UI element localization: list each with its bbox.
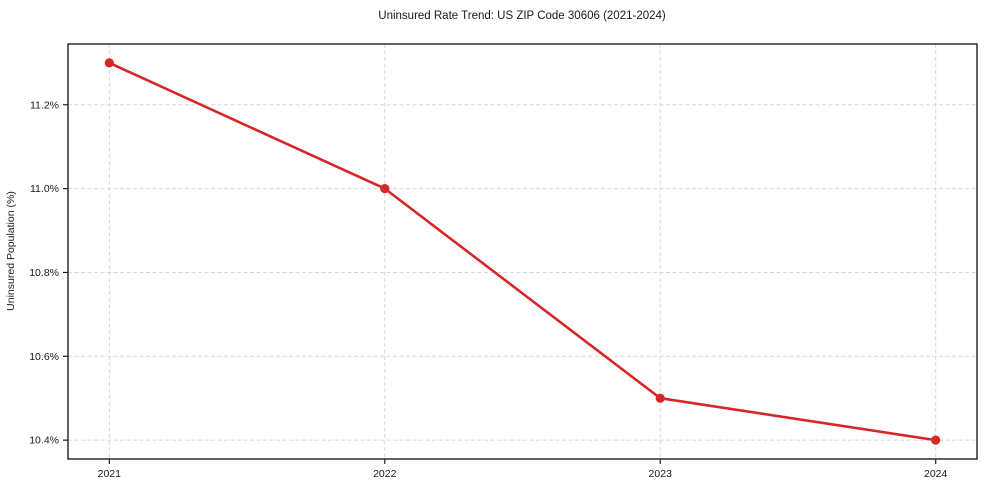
plot-area: 10.4% 10.6% 10.8% 11.0% 11.2% 2021 2022 2023 202… xyxy=(29,43,978,480)
data-point-2024 xyxy=(931,435,941,445)
y-tick-label: 11.0% xyxy=(30,183,59,195)
x-tick-label: 2023 xyxy=(649,468,673,480)
data-point-2023 xyxy=(655,393,665,403)
data-point-2022 xyxy=(380,184,390,194)
y-tick-label: 11.2% xyxy=(30,99,59,111)
x-tick-label: 2024 xyxy=(924,468,948,480)
trend-line xyxy=(108,61,937,442)
y-tick-label: 10.4% xyxy=(29,435,59,447)
y-tick-label: 10.8% xyxy=(29,267,59,279)
plot-border xyxy=(67,43,978,460)
data-point-2021 xyxy=(104,58,114,68)
x-tick-label: 2022 xyxy=(373,468,397,480)
y-axis-label: Uninsured Population (%) xyxy=(5,191,17,311)
chart-title: Uninsured Rate Trend: US ZIP Code 30606 … xyxy=(378,10,666,22)
x-tick-label: 2021 xyxy=(98,468,122,480)
y-tick-label: 10.6% xyxy=(29,351,59,363)
